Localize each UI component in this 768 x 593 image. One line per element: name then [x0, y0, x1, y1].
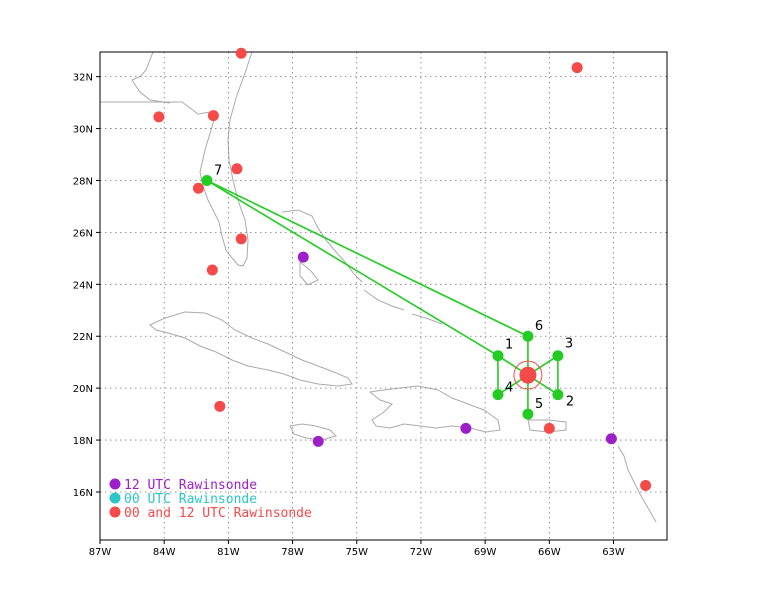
station-00-12utc — [231, 163, 243, 175]
station-00-12utc — [192, 182, 204, 194]
x-tick-label: 78W — [281, 547, 304, 558]
track-point-label: 6 — [535, 319, 543, 334]
station-12utc — [297, 251, 309, 263]
y-tick-label: 20N — [73, 384, 93, 395]
storm-center-marker — [519, 366, 537, 384]
track-waypoint-7 — [201, 174, 213, 186]
y-tick-label: 18N — [73, 436, 93, 447]
y-tick-label: 30N — [73, 125, 93, 136]
station-00-12utc — [153, 111, 165, 123]
station-00-12utc — [214, 400, 226, 412]
track-point-label: 4 — [505, 381, 513, 396]
map-frame — [99, 51, 668, 541]
track-waypoint-3 — [552, 350, 564, 362]
station-00-12utc — [543, 422, 555, 434]
graticule — [100, 52, 667, 540]
x-tick-label: 84W — [153, 547, 176, 558]
legend-marker-12utc — [109, 478, 121, 490]
y-tick-label: 22N — [73, 332, 93, 343]
legend-label-both: 00 and 12 UTC Rawinsonde — [124, 506, 312, 521]
track-point-label: 2 — [566, 395, 574, 410]
track-point-label: 1 — [505, 338, 513, 353]
x-tick-label: 66W — [538, 547, 561, 558]
legend-marker-both — [109, 506, 121, 518]
track-waypoint-5 — [522, 408, 534, 420]
legend: 12 UTC Rawinsonde 00 UTC Rawinsonde 00 a… — [109, 478, 312, 521]
legend-label-00utc: 00 UTC Rawinsonde — [124, 492, 257, 507]
x-tick-label: 87W — [89, 547, 112, 558]
station-12utc — [312, 435, 324, 447]
x-tick-label: 75W — [345, 547, 368, 558]
station-00-12utc — [207, 110, 219, 122]
track-waypoint-6 — [522, 330, 534, 342]
flight-track — [206, 179, 559, 415]
station-00-12utc — [206, 264, 218, 276]
x-tick-label: 72W — [410, 547, 433, 558]
station-00-12utc — [571, 62, 583, 74]
legend-label-12utc: 12 UTC Rawinsonde — [124, 478, 257, 493]
y-tick-label: 16N — [73, 488, 93, 499]
station-12utc — [605, 433, 617, 445]
axis-ticks — [96, 76, 615, 544]
y-tick-label: 24N — [73, 280, 93, 291]
track-leg — [206, 179, 499, 357]
storm-center-ring — [513, 360, 543, 390]
x-tick-label: 63W — [602, 547, 625, 558]
y-tick-label: 28N — [73, 176, 93, 187]
track-waypoint-2 — [552, 389, 564, 401]
track-point-label: 3 — [565, 337, 573, 352]
station-12utc — [460, 422, 472, 434]
x-tick-label: 81W — [217, 547, 240, 558]
coastlines — [99, 51, 657, 523]
x-tick-label: 69W — [474, 547, 497, 558]
y-axis-labels: 32N 30N 28N 26N 24N 22N 20N 18N 16N — [73, 73, 93, 499]
track-point-label: 5 — [535, 397, 543, 412]
track-waypoint-4 — [492, 389, 504, 401]
rawinsonde-stations — [153, 47, 652, 491]
track-point-label: 7 — [214, 163, 222, 178]
station-00-12utc — [235, 233, 247, 245]
track-waypoint-1 — [492, 350, 504, 362]
y-tick-label: 26N — [73, 228, 93, 239]
station-00-12utc — [235, 47, 247, 59]
track-point-labels: 1 2 3 4 5 6 7 — [214, 163, 574, 412]
legend-marker-00utc — [109, 492, 121, 504]
x-axis-labels: 87W 84W 81W 78W 75W 72W 69W 66W 63W — [89, 547, 625, 558]
station-00-12utc — [640, 479, 652, 491]
y-tick-label: 32N — [73, 73, 93, 84]
track-leg — [206, 179, 529, 337]
